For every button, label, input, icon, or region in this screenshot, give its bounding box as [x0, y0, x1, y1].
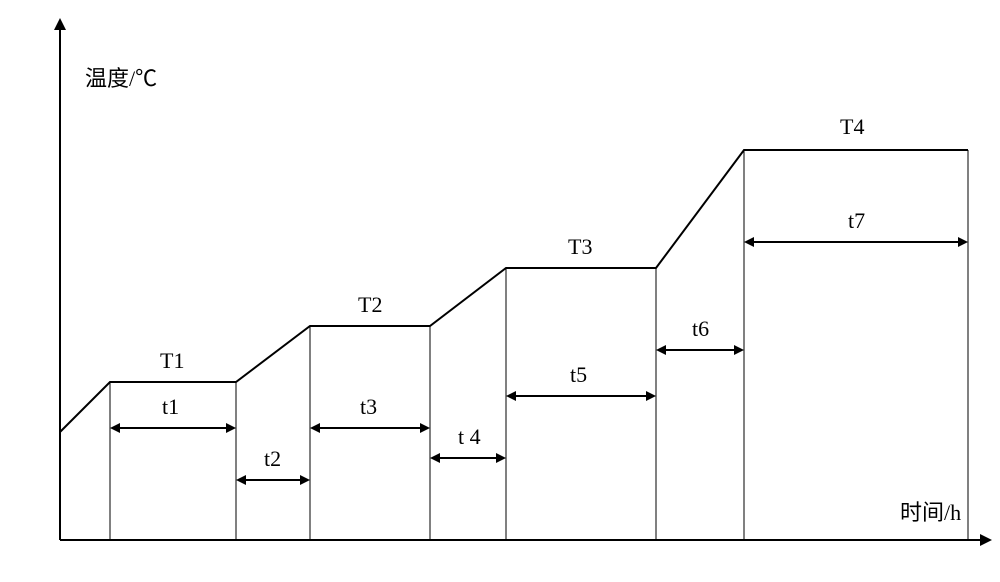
span-t6-arrow-right	[734, 345, 744, 355]
x-axis-label: 时间/h	[900, 500, 961, 525]
label-T1: T1	[160, 348, 184, 373]
span-label-t7: t7	[848, 208, 865, 233]
span-label-t2: t2	[264, 446, 281, 471]
x-axis-arrow	[980, 534, 992, 546]
span-t2-arrow-right	[300, 475, 310, 485]
span-t7-arrow-left	[744, 237, 754, 247]
span-label-t4: t 4	[458, 424, 481, 449]
label-T4: T4	[840, 114, 864, 139]
span-t7-arrow-right	[958, 237, 968, 247]
span-label-t5: t5	[570, 362, 587, 387]
span-label-t6: t6	[692, 316, 709, 341]
diagram-root: 温度/℃ 时间/h T1 T2 T3 T4 t1 t2 t3 t 4 t5 t6 t7	[0, 0, 1000, 582]
y-axis-arrow	[54, 18, 66, 30]
span-t4-arrow-right	[496, 453, 506, 463]
y-axis-label: 温度/℃	[85, 66, 157, 91]
span-t2-arrow-left	[236, 475, 246, 485]
label-T2: T2	[358, 292, 382, 317]
span-t3-arrow-left	[310, 423, 320, 433]
span-t5-arrow-left	[506, 391, 516, 401]
span-t1-arrow-left	[110, 423, 120, 433]
span-label-t1: t1	[162, 394, 179, 419]
span-t6-arrow-left	[656, 345, 666, 355]
span-t1-arrow-right	[226, 423, 236, 433]
span-t3-arrow-right	[420, 423, 430, 433]
span-label-t3: t3	[360, 394, 377, 419]
diagram-svg: 温度/℃ 时间/h T1 T2 T3 T4 t1 t2 t3 t 4 t5 t6 t7	[0, 0, 1000, 582]
label-T3: T3	[568, 234, 592, 259]
span-t5-arrow-right	[646, 391, 656, 401]
span-t4-arrow-left	[430, 453, 440, 463]
temperature-curve	[60, 150, 968, 432]
